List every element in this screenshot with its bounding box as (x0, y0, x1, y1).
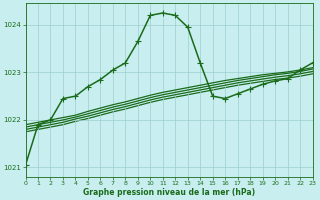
X-axis label: Graphe pression niveau de la mer (hPa): Graphe pression niveau de la mer (hPa) (83, 188, 255, 197)
